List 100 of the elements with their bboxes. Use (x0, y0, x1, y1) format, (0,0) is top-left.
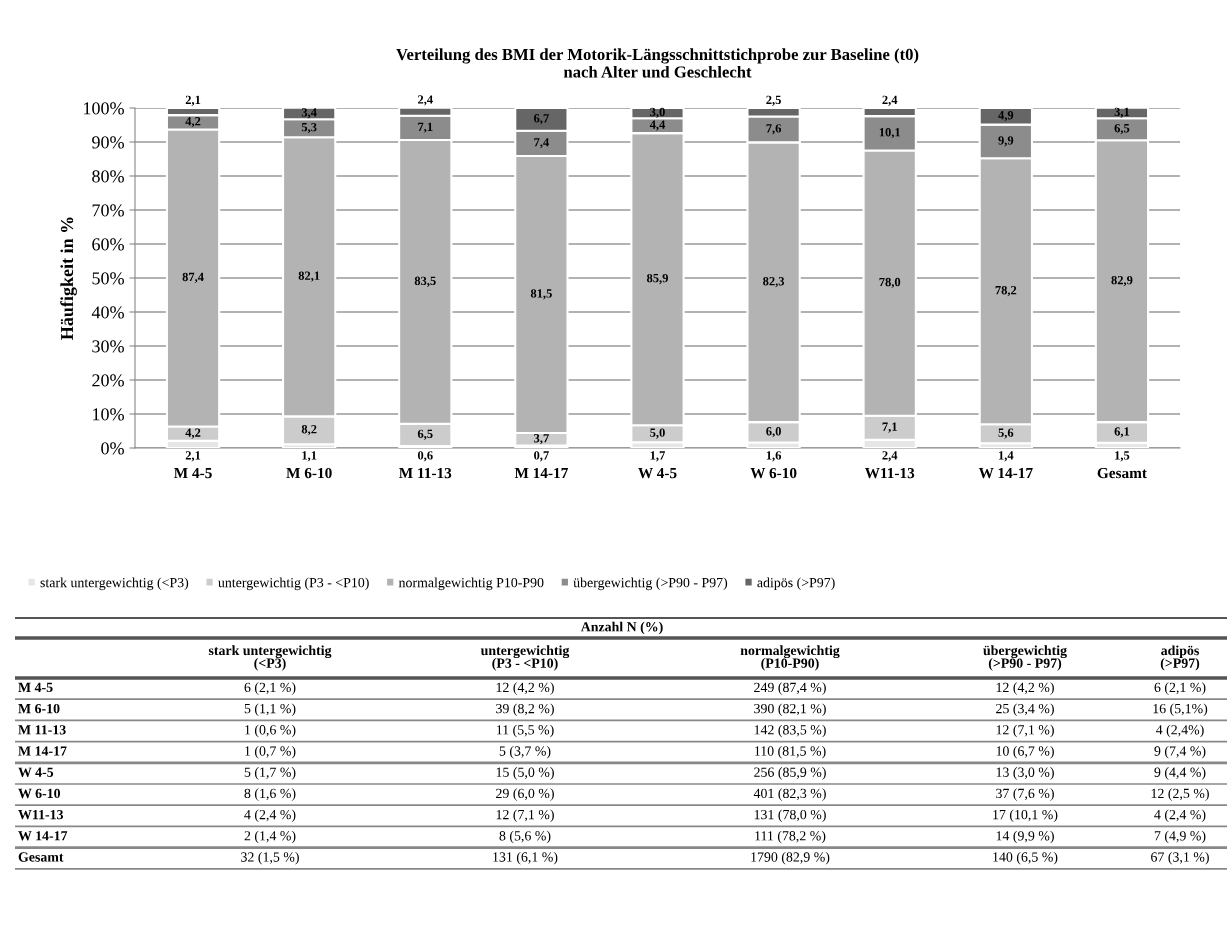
y-tick-label: 60% (92, 238, 124, 251)
data-label: 2,4 (882, 95, 898, 106)
text: 8 (5,6 %) (499, 830, 551, 844)
data-label: 78,2 (995, 285, 1017, 297)
data-label: 0,7 (534, 451, 549, 462)
data-label: 3,1 (1114, 107, 1130, 118)
y-tick-label: 30% (92, 340, 124, 353)
x-tick-label: M 6-10 (286, 467, 332, 479)
x-tick-label: W 14-17 (978, 467, 1033, 479)
text: 32 (1,5 %) (241, 851, 299, 865)
text: 6 (2,1 %) (1154, 682, 1206, 695)
text: 142 (83,5 %) (754, 724, 826, 738)
data-label: 81,5 (530, 289, 552, 300)
x-tick-label: W 6-10 (750, 467, 797, 479)
data-label: 7,1 (882, 422, 897, 433)
text: 249 (87,4 %) (754, 682, 826, 695)
text: 5 (3,7 %) (499, 745, 551, 759)
data-label: 4,2 (185, 428, 201, 439)
data-label: 3,0 (650, 107, 665, 119)
text: 37 (7,6 %) (996, 788, 1054, 801)
text: 4 (2,4%) (1155, 724, 1204, 738)
text: 6 (2,1 %) (244, 682, 296, 695)
category-label: W11-13 (18, 809, 64, 820)
text: 401 (82,3 %) (753, 788, 826, 801)
legend-label: normalgewichtig P10-P90 (398, 577, 544, 591)
data-label: 6,5 (1114, 123, 1130, 135)
data-label: 3,4 (301, 108, 317, 119)
data-label: 3,7 (534, 434, 549, 445)
text: 12 (2,5 %) (1151, 788, 1209, 801)
y-tick-label: 90% (92, 136, 124, 149)
data-label: 1,4 (999, 451, 1014, 462)
text: 9 (4,4 %) (1154, 767, 1206, 780)
y-tick-label: 10% (93, 408, 124, 421)
data-label: 6,0 (766, 427, 781, 438)
category-label: W 6-10 (18, 788, 61, 799)
data-label: 5,0 (650, 428, 665, 439)
text: 29 (6,0 %) (496, 788, 554, 801)
data-label: 4,2 (185, 117, 201, 128)
data-label: 87,4 (182, 272, 204, 283)
text: 1790 (82,9 %) (751, 851, 830, 865)
data-label: 78,0 (879, 277, 901, 289)
category-label: adipös (>P97) (1160, 645, 1200, 671)
x-tick-label: Gesamt (1097, 467, 1147, 479)
text: 25 (3,4 %) (996, 703, 1054, 717)
data-label: 83,5 (414, 276, 436, 287)
text: 13 (3,0 %) (996, 767, 1054, 780)
category-label: normalgewichtig (P10-P90) (740, 645, 840, 671)
data-label: 1,7 (650, 451, 666, 462)
text: 17 (10,1 %) (993, 809, 1058, 823)
y-tick-label: 20% (92, 374, 124, 387)
data-label: 5,3 (301, 122, 317, 134)
data-label: 4,9 (998, 111, 1014, 122)
category-label: W 14-17 (18, 831, 68, 841)
text: 1 (0,6 %) (245, 724, 296, 738)
x-tick-label: M 4-5 (174, 467, 212, 479)
text: 67 (3,1 %) (1151, 851, 1209, 865)
data-label: 1,5 (1115, 451, 1130, 462)
text: 7 (4,9 %) (1154, 830, 1206, 844)
text: 10 (6,7 %) (996, 745, 1054, 759)
text: 4 (2,4 %) (1154, 809, 1206, 823)
y-axis-title: Häufigkeit in % (60, 217, 77, 340)
text: 111 (78,2 %) (755, 830, 826, 844)
chart-title: Verteilung des BMI der Motorik-Längsschnittstichprobe zur Baseline (t0) nach Alter und Geschlecht (396, 48, 919, 78)
y-tick-label: 100% (84, 102, 124, 115)
data-label: 7,6 (766, 124, 782, 135)
data-label: 5,6 (998, 428, 1014, 439)
data-label: 2,4 (882, 451, 898, 462)
data-label: 82,1 (298, 271, 320, 282)
legend-label: adipös (>P97) (757, 577, 835, 591)
category-label: M 6-10 (18, 703, 60, 714)
text: Anzahl N (%) (580, 621, 663, 635)
y-tick-label: 80% (92, 170, 124, 183)
data-label: 4,4 (649, 120, 666, 131)
data-label: 82,3 (763, 276, 785, 288)
data-label: 1,6 (766, 451, 782, 462)
text: 11 (5,5 %) (496, 724, 554, 738)
data-label: 8,2 (301, 425, 317, 436)
x-tick-label: W 4-5 (638, 467, 677, 479)
text: 5 (1,7 %) (244, 767, 296, 780)
data-label: 2,1 (185, 95, 201, 106)
x-tick-label: M 11-13 (399, 467, 452, 479)
text: 5 (1,1 %) (244, 703, 296, 717)
text: 9 (7,4 %) (1154, 745, 1206, 759)
text: 131 (78,0 %) (754, 809, 826, 823)
data-label: 6,1 (1114, 427, 1130, 438)
text: 110 (81,5 %) (755, 745, 826, 759)
text: 12 (4,2 %) (996, 682, 1054, 695)
data-label: 0,6 (417, 451, 433, 462)
data-label: 2,1 (185, 451, 201, 462)
y-tick-label: 40% (91, 306, 124, 319)
legend-label: untergewichtig (P3 - <P10) (218, 577, 369, 591)
y-tick-label: 0% (101, 442, 124, 455)
data-label: 85,9 (646, 273, 668, 285)
data-label: 1,1 (302, 451, 317, 462)
data-label: 2,4 (417, 95, 433, 106)
category-label: M 14-17 (18, 746, 67, 756)
text: 2 (1,4 %) (244, 830, 296, 844)
data-label: 6,7 (534, 114, 549, 125)
data-label: 10,1 (879, 128, 901, 139)
category-label: übergewichtig (>P90 - P97) (983, 645, 1067, 671)
